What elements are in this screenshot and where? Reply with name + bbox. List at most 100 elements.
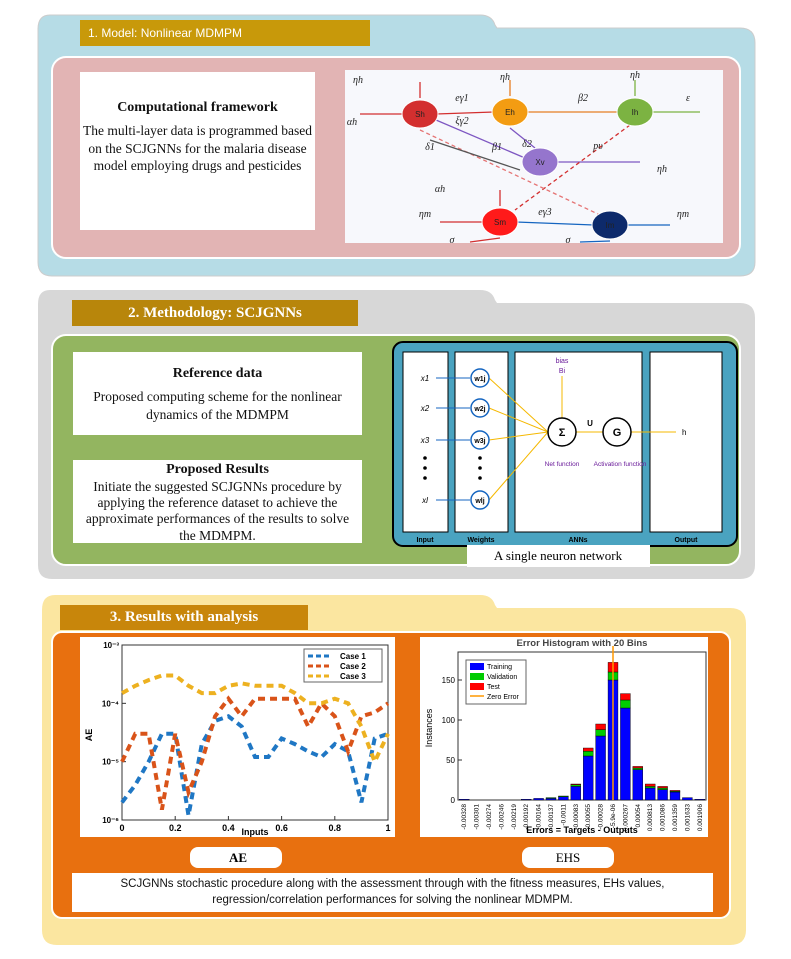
reference-text: Reference data Proposed computing scheme… <box>76 366 359 423</box>
histogram-bar <box>645 783 656 787</box>
ae-axes <box>121 644 389 821</box>
x-tick-label: -0.00028 <box>598 804 605 830</box>
net-function-label: Net function <box>545 461 580 468</box>
ellipsis-dot <box>478 476 482 480</box>
network-caption: A single neuron network <box>494 548 623 563</box>
section-2-title: 2. Methodology: SCJGNNs <box>72 300 358 326</box>
arrow <box>514 124 631 211</box>
y-tick-label: 10⁻⁵ <box>102 758 119 767</box>
x-tick-label: -0.00328 <box>461 804 468 830</box>
results-body: Initiate the suggested SCJGNNs procedure… <box>85 479 350 543</box>
histogram-bar <box>657 786 668 789</box>
y-tick-label: 0 <box>451 796 456 805</box>
results-heading: Proposed Results <box>166 462 269 477</box>
x-tick-label: 0.001359 <box>672 804 679 831</box>
framework-box <box>80 72 315 230</box>
x-tick-label: 0.001633 <box>684 804 691 831</box>
input-label: x1 <box>420 374 429 383</box>
framework-heading: Computational framework <box>117 100 278 115</box>
results-text: Proposed Results Initiate the suggested … <box>76 462 359 544</box>
node-label: Eh <box>505 108 515 117</box>
y-tick-label: 150 <box>442 676 456 685</box>
node-label: Sm <box>494 218 506 227</box>
rate-label: ηh <box>657 164 667 175</box>
output-label: h <box>682 428 686 437</box>
caption-box <box>72 873 713 912</box>
activation-function-label: Activation function <box>594 461 647 468</box>
x-axis-label: Errors = Targets - Outputs <box>526 825 638 835</box>
column-label: Output <box>675 537 699 544</box>
column-label: ANNs <box>568 537 587 544</box>
histogram-bar <box>459 799 470 801</box>
weight-label: wlj <box>474 498 484 505</box>
y-axis-label: Instances <box>424 708 434 747</box>
framework-body: The multi-layer data is programmed based… <box>82 123 313 174</box>
histogram-bar <box>645 787 656 801</box>
input-label: x3 <box>420 436 430 445</box>
arrow <box>579 240 611 243</box>
histogram-bar <box>558 795 569 797</box>
rate-label: ηm <box>419 209 431 220</box>
histogram-bar <box>620 693 631 701</box>
x-tick-label: -0.00274 <box>486 804 493 830</box>
histogram-bar <box>521 799 532 801</box>
y-axis-label: AE <box>84 729 94 742</box>
input-label: x2 <box>420 404 430 413</box>
rate-label: eγ3 <box>538 207 551 218</box>
x-tick-label: 0.4 <box>222 823 235 833</box>
x-tick-label: -0.00219 <box>511 804 518 830</box>
x-tick-label: -0.00301 <box>474 804 481 830</box>
histogram-bar <box>545 797 557 799</box>
arrow <box>435 119 526 159</box>
legend-swatch <box>470 683 484 690</box>
output-column <box>649 351 723 533</box>
rate-label: αh <box>435 184 445 195</box>
histogram-bar <box>533 798 544 801</box>
section-3-title: 3. Results with analysis <box>60 605 308 630</box>
ae-label: AE <box>229 850 247 865</box>
arrow <box>419 129 601 216</box>
histogram-title: Error Histogram with 20 Bins <box>517 638 648 649</box>
y-tick-label: 100 <box>442 716 456 725</box>
weight-link <box>488 407 549 433</box>
reference-heading: Reference data <box>172 366 263 381</box>
x-tick-label: 0.000813 <box>647 804 654 831</box>
input-column <box>402 351 449 533</box>
ehs-label: EHS <box>556 850 581 865</box>
y-tick-label: 10⁻⁴ <box>102 699 119 708</box>
node-label: Sh <box>415 110 425 119</box>
x-tick-label: -0.00137 <box>548 804 555 830</box>
x-tick-label: 0.00054 <box>635 804 642 828</box>
framework-text: Computational framework The multi-layer … <box>82 100 313 175</box>
histogram-bar <box>645 786 656 789</box>
legend-label: Test <box>487 684 500 691</box>
x-tick-label: 0.2 <box>169 823 182 833</box>
ae-line <box>120 695 390 811</box>
activation-symbol: G <box>613 427 622 439</box>
node-label: Im <box>606 221 615 230</box>
histogram-bar <box>657 787 668 790</box>
histogram-bar <box>682 797 693 801</box>
section-1-title: 1. Model: Nonlinear MDMPM <box>80 20 370 46</box>
x-tick-label: -0.00192 <box>523 804 530 830</box>
compartment-node <box>401 99 439 129</box>
weight-node <box>470 398 490 418</box>
x-tick-label: -0.00164 <box>536 804 543 830</box>
ellipsis-dot <box>478 456 482 460</box>
arrow <box>429 139 521 171</box>
reference-box <box>73 352 362 435</box>
histogram-bar <box>570 783 581 785</box>
rate-label: pυ <box>592 141 603 152</box>
ellipsis-dot <box>478 466 482 470</box>
x-tick-label: -0.0011 <box>560 804 567 826</box>
results-caption: SCJGNNs stochastic procedure along with … <box>120 878 665 907</box>
histogram-bar <box>545 798 557 801</box>
rate-label: σ <box>450 235 456 246</box>
bias-symbol: Bi <box>559 368 566 375</box>
x-tick-label: 0.6 <box>275 823 288 833</box>
results-box <box>73 460 362 543</box>
weight-link <box>488 377 549 433</box>
rate-label: ηm <box>677 209 689 220</box>
legend-swatch <box>470 673 484 680</box>
rate-label: σ <box>566 235 572 246</box>
